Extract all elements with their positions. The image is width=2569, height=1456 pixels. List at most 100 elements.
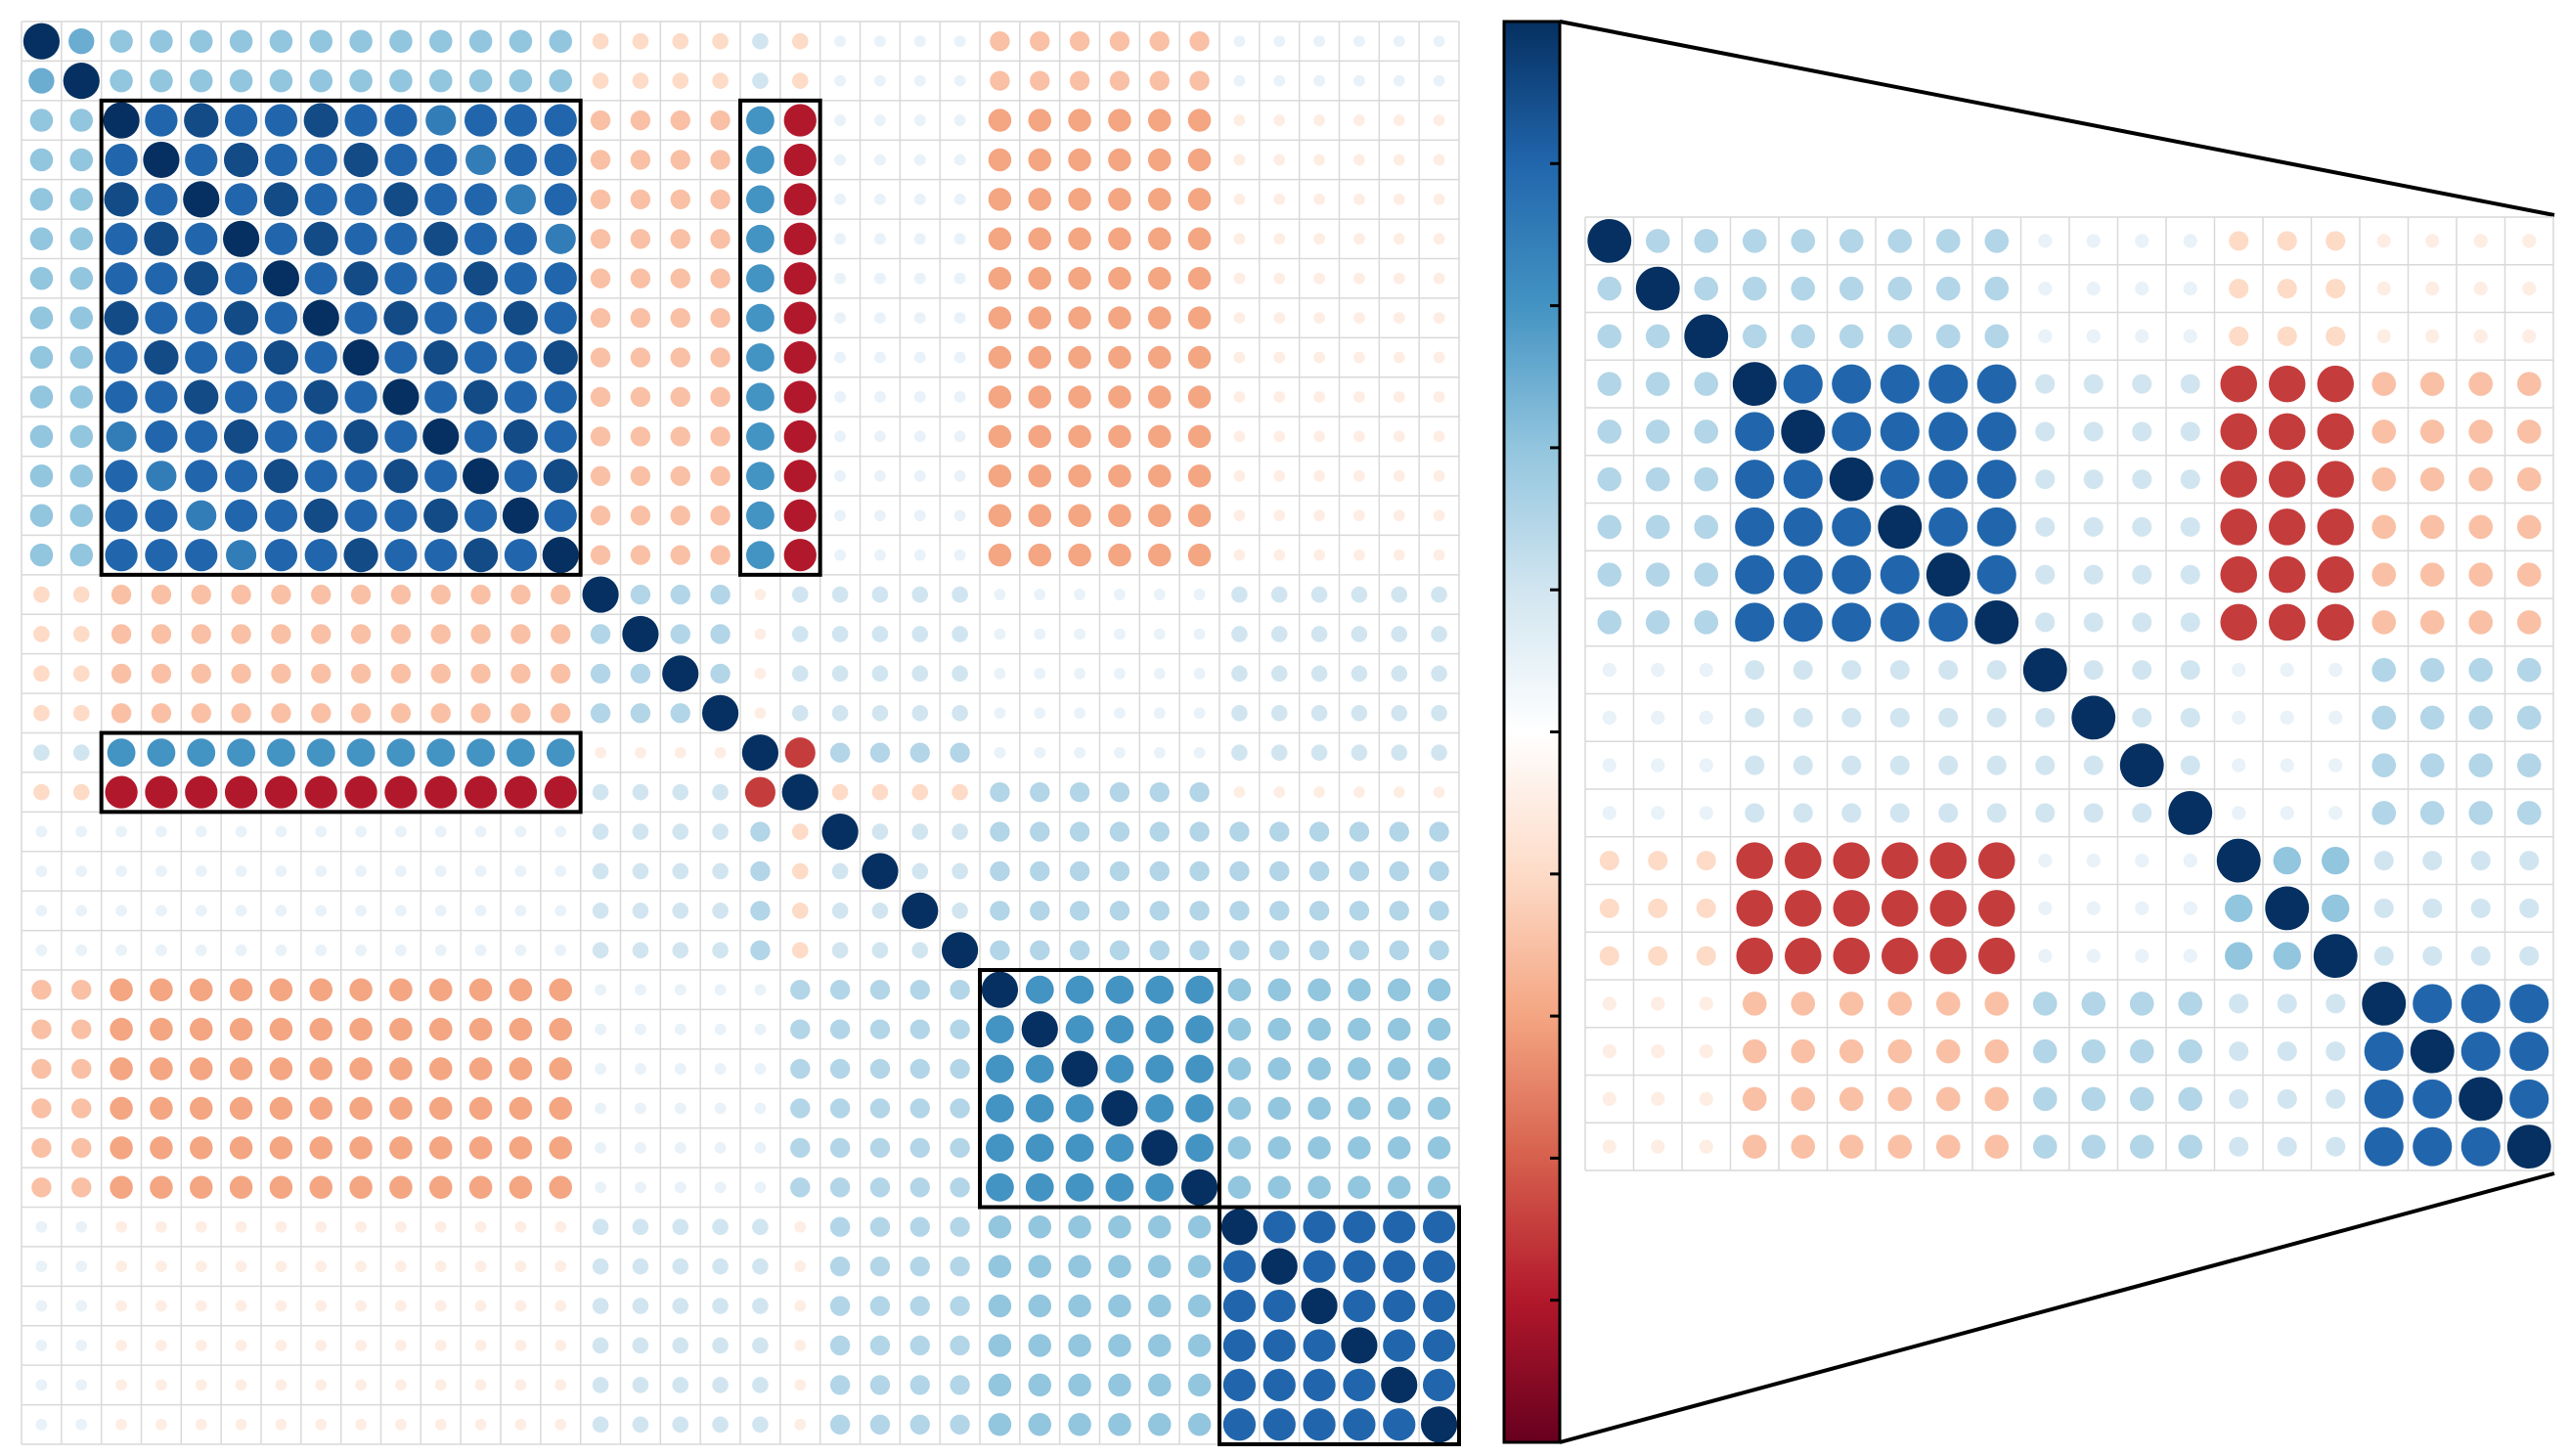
correlation-dot xyxy=(988,345,1012,370)
correlation-dot xyxy=(1353,74,1365,87)
correlation-dot xyxy=(2516,801,2542,825)
correlation-dot xyxy=(2268,508,2306,546)
correlation-dot xyxy=(913,154,926,166)
correlation-dot xyxy=(2468,466,2494,492)
correlation-dot xyxy=(2083,421,2104,442)
correlation-dot xyxy=(781,773,819,811)
correlation-dot xyxy=(712,823,729,840)
correlation-dot xyxy=(1977,842,2015,879)
correlation-dot xyxy=(150,1136,173,1160)
correlation-dot xyxy=(2371,610,2397,635)
correlation-dot xyxy=(195,944,207,956)
correlation-dot xyxy=(791,942,809,959)
correlation-dot xyxy=(1069,70,1090,91)
correlation-dot xyxy=(988,1214,1012,1239)
correlation-dot xyxy=(2280,758,2294,772)
correlation-dot xyxy=(630,545,651,565)
correlation-dot xyxy=(2473,282,2488,296)
correlation-dot xyxy=(1313,786,1325,799)
correlation-dot xyxy=(1694,419,1719,444)
correlation-dot xyxy=(1699,1139,1713,1154)
correlation-dot xyxy=(195,865,207,877)
correlation-dot xyxy=(1187,504,1212,527)
correlation-dot xyxy=(22,22,61,60)
correlation-dot xyxy=(1065,1094,1094,1123)
correlation-dot xyxy=(1391,626,1408,642)
correlation-dot xyxy=(874,272,886,285)
correlation-dot xyxy=(1028,504,1052,527)
correlation-dot xyxy=(2220,461,2258,498)
correlation-dot xyxy=(2032,1038,2058,1064)
correlation-dot xyxy=(909,1216,930,1237)
correlation-dot xyxy=(794,1220,807,1233)
correlation-dot xyxy=(592,942,609,959)
correlation-dot xyxy=(115,1300,127,1312)
correlation-dot xyxy=(1233,272,1246,285)
correlation-dot xyxy=(150,68,173,93)
correlation-dot xyxy=(262,260,300,297)
correlation-dot xyxy=(1838,324,1864,349)
correlation-dot xyxy=(355,944,367,956)
correlation-dot xyxy=(829,1137,851,1159)
correlation-dot xyxy=(1838,1038,1864,1064)
correlation-dot xyxy=(1699,996,1713,1011)
correlation-dot xyxy=(1068,1373,1091,1397)
correlation-dot xyxy=(874,430,886,443)
correlation-dot xyxy=(1829,457,1874,502)
correlation-dot xyxy=(1422,1368,1456,1402)
correlation-dot xyxy=(29,464,54,488)
correlation-dot xyxy=(2135,901,2149,915)
correlation-dot xyxy=(1597,276,1622,301)
correlation-dot xyxy=(2178,992,2203,1016)
correlation-dot xyxy=(635,1063,646,1075)
correlation-dot xyxy=(2180,374,2200,394)
correlation-dot xyxy=(468,29,493,53)
correlation-dot xyxy=(72,783,90,801)
correlation-dot xyxy=(1699,1091,1713,1106)
correlation-dot xyxy=(874,509,886,522)
correlation-dot xyxy=(712,1337,729,1354)
correlation-dot xyxy=(155,865,167,877)
correlation-dot xyxy=(1433,74,1445,87)
correlation-dot xyxy=(595,746,606,759)
correlation-dot xyxy=(1308,821,1330,842)
correlation-dot xyxy=(1187,227,1212,251)
correlation-dot xyxy=(834,114,846,126)
correlation-dot xyxy=(2035,564,2056,585)
correlation-dot xyxy=(869,1137,891,1159)
correlation-dot xyxy=(1108,345,1131,370)
correlation-dot xyxy=(672,1337,689,1354)
correlation-dot xyxy=(1699,710,1713,725)
correlation-dot xyxy=(831,586,849,603)
correlation-dot xyxy=(1068,266,1091,290)
correlation-dot xyxy=(224,380,258,414)
correlation-dot xyxy=(630,663,651,684)
correlation-dot xyxy=(1074,589,1085,600)
correlation-dot xyxy=(2371,419,2397,444)
correlation-dot xyxy=(105,380,138,414)
correlation-dot xyxy=(1887,276,1913,301)
correlation-dot xyxy=(1381,1366,1418,1403)
correlation-dot xyxy=(988,464,1012,488)
correlation-dot xyxy=(981,971,1019,1008)
correlation-dot xyxy=(831,942,849,959)
correlation-dot xyxy=(913,74,926,87)
correlation-dot xyxy=(504,143,538,177)
correlation-dot xyxy=(384,262,418,295)
correlation-dot xyxy=(2083,755,2104,775)
correlation-dot xyxy=(1222,1329,1257,1362)
correlation-dot xyxy=(315,1260,328,1273)
correlation-dot xyxy=(191,624,211,644)
correlation-dot xyxy=(592,1416,609,1434)
correlation-dot xyxy=(470,663,491,684)
correlation-dot xyxy=(1387,1017,1411,1041)
correlation-dot xyxy=(1928,507,1969,547)
correlation-dot xyxy=(1832,602,1872,642)
correlation-dot xyxy=(1030,940,1050,960)
correlation-dot xyxy=(712,1298,729,1314)
correlation-dot xyxy=(1929,937,1968,975)
correlation-dot xyxy=(913,351,926,364)
correlation-dot xyxy=(1699,663,1713,678)
correlation-dot xyxy=(2083,374,2104,394)
correlation-dot xyxy=(1030,901,1050,921)
